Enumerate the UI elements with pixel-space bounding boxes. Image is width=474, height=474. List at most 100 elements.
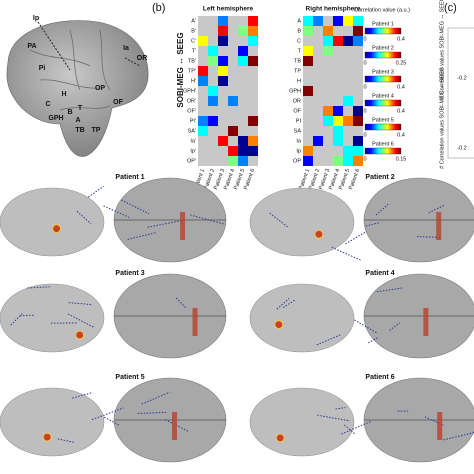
hemisphere-title: Right hemisphere [306, 6, 361, 13]
brain-label: Ia [123, 45, 129, 52]
hotspot [52, 224, 62, 234]
electrode [365, 222, 379, 227]
heatmap-cell [238, 46, 248, 56]
heatmap-cell [353, 26, 363, 36]
electrode [341, 421, 371, 435]
electrode [354, 319, 378, 334]
heatmap-cell [238, 156, 248, 166]
patient-title: Patient 1 [115, 174, 144, 181]
heatmap-cell [303, 146, 313, 156]
patient-title: Patient 2 [365, 174, 394, 181]
row-label: TP' [188, 68, 196, 74]
electrode [175, 297, 187, 309]
row-label: C' [191, 38, 196, 44]
hemisphere-title: Left hemisphere [203, 6, 254, 13]
heatmap-cell [218, 16, 228, 26]
heatmap-cell [238, 26, 248, 36]
electrode [368, 336, 380, 344]
hotspot [275, 433, 285, 443]
brain-label: A [75, 117, 80, 124]
brain-label: OP [95, 85, 105, 92]
axis-label: SOBI-MEG ↔ SEEG [176, 32, 185, 107]
heatmap-cell [343, 36, 353, 46]
heatmap-cell [333, 136, 343, 146]
hotspot [274, 320, 284, 330]
hotspot-column [172, 412, 178, 440]
tick-label: -0.2 [457, 75, 466, 81]
heatmap-cell [343, 146, 353, 156]
colorbar [364, 27, 402, 35]
heatmap-cell [303, 86, 313, 96]
colorbar-min: 0 [363, 36, 366, 42]
colorbar-min: 0 [363, 60, 366, 66]
heatmap-cell [333, 156, 343, 166]
hotspot-column [180, 212, 186, 240]
heatmap-cell [353, 36, 363, 46]
hotspot-column [437, 412, 443, 440]
electrode [67, 313, 95, 329]
lateral-brain [0, 283, 105, 353]
panel-b: (b) SOBI-MEG ↔ SEEG Left hemisphere A' B' C' T… [152, 2, 410, 191]
heatmap-cell [343, 16, 353, 26]
brain-label: Pi [39, 65, 46, 72]
heatmap-cell [218, 56, 228, 66]
heatmap-cell [198, 126, 208, 136]
brain-label: PA [27, 43, 36, 50]
brain-label: C [45, 101, 50, 108]
brain-label: OF [113, 99, 123, 106]
row-label: GPH [289, 88, 301, 94]
row-label: C [297, 38, 301, 44]
heatmap-cell [353, 116, 363, 126]
colorbar [364, 147, 402, 155]
panel-label: (c) [444, 2, 457, 14]
heatmap-cell [198, 66, 208, 76]
heatmap-cell [248, 146, 258, 156]
brain-label: OR [137, 55, 148, 62]
row-label: OP [293, 158, 301, 164]
heatmap-cell [218, 66, 228, 76]
hotspot [314, 229, 324, 239]
hotspot-column [192, 308, 198, 336]
heatmap-cell [353, 146, 363, 156]
colorbar-name: Patient 2 [372, 45, 394, 51]
colorbar-max: 0.4 [397, 108, 405, 114]
brain-label: B [67, 109, 72, 116]
electrode [343, 424, 355, 434]
colorbar-max: 0.25 [396, 60, 407, 66]
row-label: OF' [187, 108, 196, 114]
panel-c: (c)# Correlation values SOBI-MEG ↔ SEEG#… [439, 0, 474, 169]
heatmap-cell [248, 116, 258, 126]
heatmap-cell [208, 86, 218, 96]
row-label: B' [191, 28, 196, 34]
heatmap-cell [303, 26, 313, 36]
panel-c-frame [447, 27, 474, 159]
colorbar-name: Patient 6 [372, 141, 394, 147]
heatmap-cell [333, 106, 343, 116]
main-brain [6, 20, 149, 157]
heatmap-cell [323, 36, 333, 46]
colorbar-max: 0.4 [397, 84, 405, 90]
heatmap-cell [198, 116, 208, 126]
brain-label: H [61, 91, 66, 98]
brain-label: GPH [48, 115, 63, 122]
row-label: OF [293, 108, 301, 114]
electrode [27, 286, 50, 289]
tick-label: -0.2 [457, 145, 466, 151]
row-label: H' [191, 78, 196, 84]
colorbar-max: 0.15 [396, 156, 407, 162]
patient-title: Patient 3 [115, 270, 144, 277]
heatmap-cell [353, 106, 363, 116]
brain-label: Ip [33, 15, 39, 22]
heatmap-cell [313, 136, 323, 146]
axis-label: # Correlation values SOBI-MEG ↔ SEEG [439, 0, 445, 99]
colorbar-name: Patient 4 [372, 93, 394, 99]
heatmap-cell [303, 156, 313, 166]
heatmap-cell [353, 136, 363, 146]
brain-label: TP [92, 127, 101, 134]
electrode [121, 199, 150, 215]
brain-label: TB [75, 127, 84, 134]
patient-title: Patient 5 [115, 374, 144, 381]
lateral-brain [249, 187, 355, 257]
heatmap-cell [248, 136, 258, 146]
